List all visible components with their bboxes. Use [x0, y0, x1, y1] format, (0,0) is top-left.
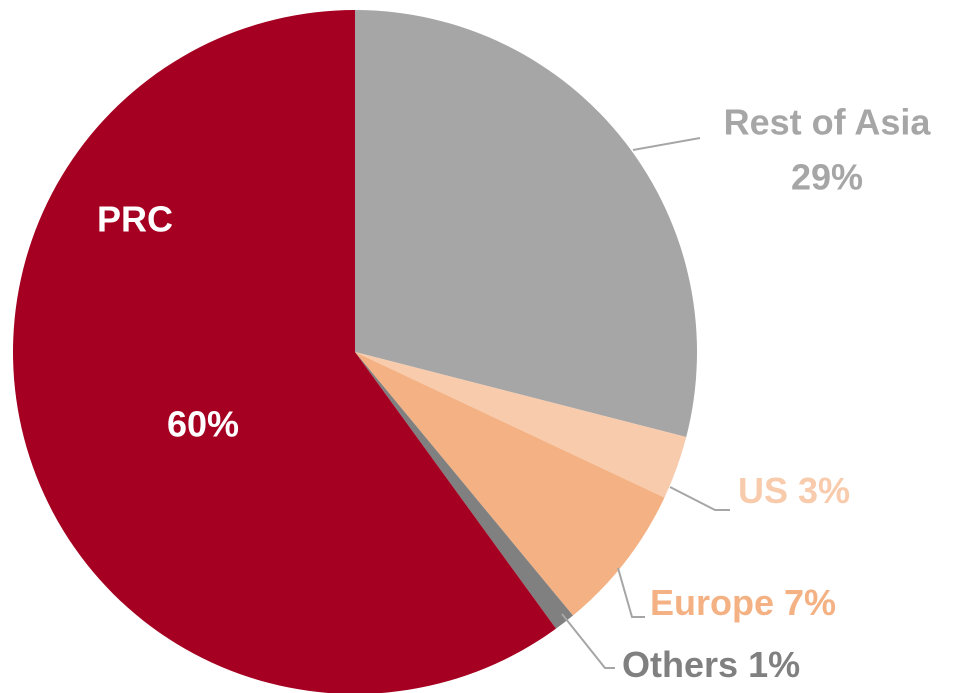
- leader-line: [561, 613, 615, 669]
- value-label: 29%: [791, 157, 863, 198]
- leader-line: [617, 567, 645, 618]
- value-label: 60%: [167, 404, 239, 445]
- slice-label: US 3%: [738, 470, 850, 511]
- slice-label: Others 1%: [622, 644, 800, 685]
- pie-slice: [355, 352, 687, 498]
- leader-line: [669, 486, 730, 511]
- value-label: 7%: [784, 582, 836, 623]
- value-label: 3%: [798, 470, 850, 511]
- category-label: PRC: [97, 199, 173, 240]
- category-label: US: [738, 470, 788, 511]
- category-label: Others: [622, 644, 738, 685]
- leader-line: [632, 137, 701, 151]
- value-label: 1%: [748, 644, 800, 685]
- pie-slice: [355, 352, 573, 629]
- category-label: Europe: [650, 582, 774, 623]
- pie-slice: [13, 10, 557, 693]
- category-label: Rest of Asia: [724, 102, 932, 143]
- pie-slice: [355, 10, 697, 438]
- pie-slice: [355, 352, 665, 616]
- slice-label: Europe 7%: [650, 582, 836, 623]
